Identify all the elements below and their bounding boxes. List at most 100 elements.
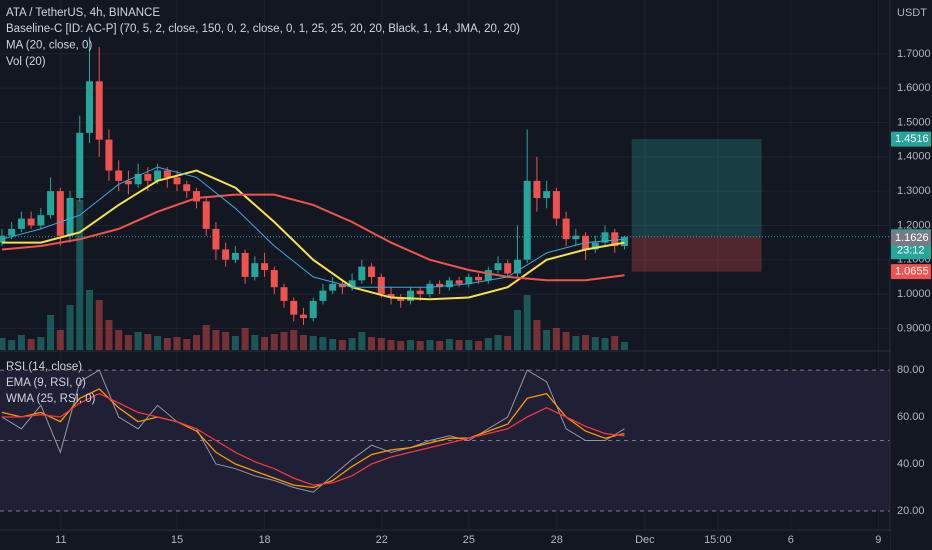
unit-label: USDT: [897, 7, 927, 19]
candle-body: [562, 218, 570, 240]
x-tick-label: 15:00: [704, 534, 732, 546]
chart-title: ATA / TetherUS, 4h, BINANCE: [6, 7, 160, 19]
volume-bar: [290, 330, 298, 350]
candle-body: [494, 263, 502, 271]
candle-body: [56, 191, 64, 236]
volume-bar: [397, 341, 405, 350]
volume-bar: [620, 342, 628, 350]
candle-body: [329, 283, 337, 291]
volume-bar: [134, 332, 142, 350]
indicator-legend: Baseline-C [ID: AC-P] (70, 5, 2, close, …: [6, 23, 520, 35]
y-tick-label: 1.2000: [897, 219, 931, 231]
candle-body: [552, 191, 560, 219]
candle-body: [231, 252, 239, 260]
volume-bar: [436, 341, 444, 350]
rsi-legend: EMA (9, RSI, 0): [6, 377, 86, 389]
candle-body: [134, 173, 142, 185]
candle-body: [95, 81, 103, 140]
candle-body: [620, 236, 628, 247]
volume-bar: [299, 335, 307, 350]
volume-bar: [124, 335, 132, 350]
candle-body: [406, 290, 414, 301]
volume-bar: [241, 328, 249, 350]
rsi-tick-label: 40.00: [897, 458, 925, 470]
rsi-band: [0, 370, 890, 511]
candle-body: [183, 184, 191, 192]
volume-bar: [523, 295, 531, 350]
rsi-line: [1, 388, 625, 489]
candle-body: [202, 201, 210, 229]
candle-body: [8, 228, 16, 236]
candle-body: [416, 290, 424, 295]
candle-body: [397, 297, 405, 301]
volume-bar: [222, 332, 230, 350]
candle-body: [124, 180, 132, 185]
candle-body: [66, 197, 74, 236]
volume-bar: [338, 340, 346, 350]
candle-body: [504, 263, 512, 274]
volume-bar: [95, 300, 103, 350]
volume-bar: [504, 336, 512, 350]
candle-body: [173, 177, 181, 185]
candle-body: [436, 283, 444, 288]
candle-body: [37, 215, 45, 226]
volume-bar: [406, 340, 414, 350]
x-tick-label: Dec: [635, 534, 655, 546]
candle-body: [543, 191, 551, 198]
volume-bar: [251, 335, 259, 350]
volume-bar: [533, 320, 541, 350]
rsi-tick-label: 80.00: [897, 364, 925, 376]
volume-bar: [513, 310, 521, 350]
candle-body: [455, 280, 463, 284]
indicator-legend: Vol (20): [6, 56, 46, 68]
volume-bar: [192, 335, 200, 350]
rsi-tick-label: 20.00: [897, 505, 925, 517]
volume-bar: [183, 339, 191, 350]
candle-body: [513, 259, 521, 274]
volume-bar: [591, 337, 599, 350]
volume-bar: [387, 340, 395, 350]
candle-body: [426, 283, 434, 295]
candle-body: [47, 191, 55, 216]
price-label-box: [891, 131, 931, 147]
volume-bar: [475, 341, 483, 350]
x-tick-label: 15: [171, 534, 183, 546]
candle-body: [533, 180, 541, 198]
volume-bar: [319, 337, 327, 350]
candle-body: [484, 270, 492, 281]
candle-body: [144, 173, 152, 181]
y-tick-label: 1.6000: [897, 82, 931, 94]
candle-body: [251, 263, 259, 277]
candle-body: [163, 170, 171, 178]
volume-bar: [543, 330, 551, 350]
candle-body: [465, 276, 473, 284]
price-label-box: [891, 264, 931, 280]
x-tick-label: 22: [376, 534, 388, 546]
overlay-line: [1, 193, 625, 282]
candle-body: [17, 218, 25, 229]
volume-bar: [611, 336, 619, 350]
candle-body: [27, 218, 35, 226]
y-tick-label: 1.5000: [897, 116, 931, 128]
candle-body: [368, 266, 376, 277]
candle-body: [222, 249, 230, 260]
candle-body: [475, 276, 483, 281]
volume-bar: [105, 320, 113, 350]
candle-body: [591, 242, 599, 250]
candle-body: [241, 252, 249, 277]
volume-bar: [37, 337, 45, 350]
volume-bar: [8, 340, 16, 350]
y-tick-label: 1.7000: [897, 48, 931, 60]
volume-bar: [85, 290, 93, 350]
volume-bar: [154, 336, 162, 350]
candle-body: [572, 235, 580, 240]
x-tick-label: 9: [875, 534, 881, 546]
volume-bar: [202, 325, 210, 350]
volume-bar: [494, 335, 502, 350]
volume-bar: [455, 340, 463, 350]
volume-bar: [173, 337, 181, 350]
volume-bar: [27, 339, 35, 350]
indicator-legend: MA (20, close, 0): [6, 40, 92, 52]
candle-body: [309, 300, 317, 319]
candle-body: [270, 270, 278, 288]
